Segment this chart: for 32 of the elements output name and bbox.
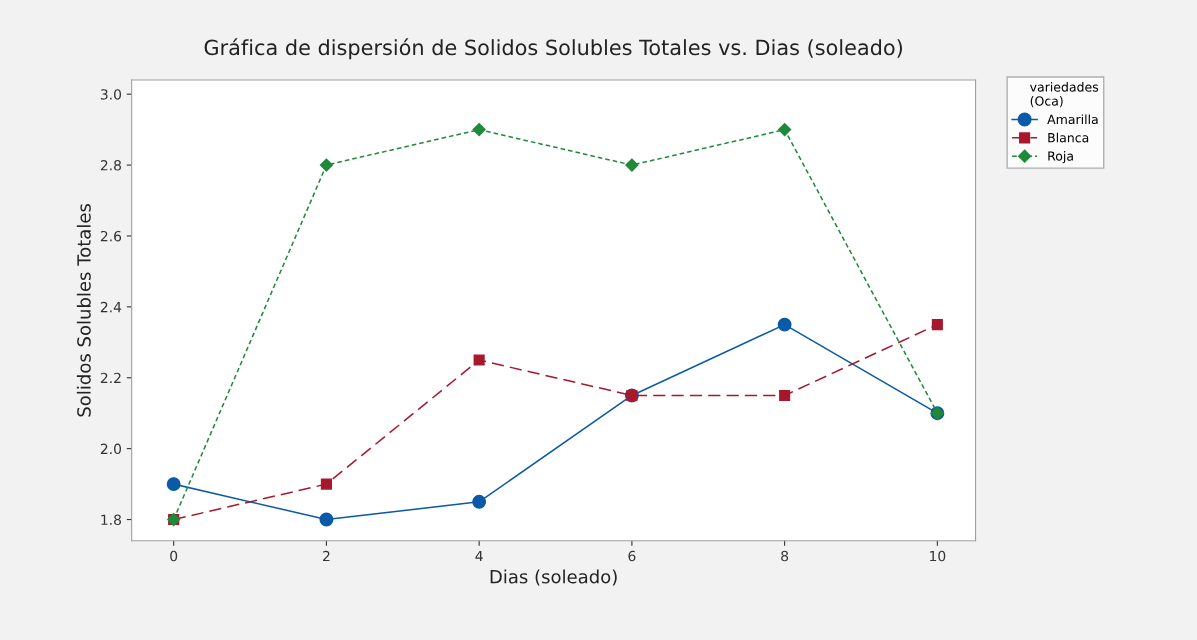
y-axis-title: Solidos Solubles Totales — [76, 203, 91, 417]
x-tick-label: 0 — [170, 550, 178, 562]
y-tick-label: 3.0 — [100, 89, 122, 100]
point — [625, 158, 639, 172]
y-tick-label: 2.2 — [100, 372, 121, 384]
point — [779, 389, 791, 402]
chart-title: Gráfica de dispersión de Solidos Solubles Totales vs. Dias (soleado) — [204, 38, 902, 60]
point — [472, 123, 486, 137]
legend-label: Blanca — [1048, 132, 1089, 143]
y-tick-label: 2.6 — [100, 230, 122, 242]
legend-label: Amarilla — [1047, 114, 1098, 125]
point — [777, 317, 792, 332]
point — [166, 477, 181, 492]
point — [320, 478, 332, 490]
x-tick-label: 10 — [930, 550, 946, 562]
point — [319, 512, 334, 527]
x-axis-title: Dias (soleado) — [490, 569, 617, 586]
point — [931, 319, 943, 331]
x-tick-label: 4 — [475, 550, 483, 562]
y-tick-label: 1.8 — [101, 514, 121, 526]
point — [472, 494, 487, 509]
legend-title: variedades (Oca) — [1030, 82, 1099, 108]
point — [778, 123, 792, 137]
y-tick-label: 2.8 — [100, 160, 121, 171]
point — [473, 354, 485, 366]
point — [319, 158, 334, 172]
x-tick-label: 8 — [781, 550, 789, 562]
legend-label: Roja — [1048, 151, 1073, 164]
x-tick-label: 6 — [628, 550, 636, 562]
y-tick-label: 2.0 — [100, 443, 122, 455]
y-tick-label: 2.4 — [100, 301, 122, 313]
x-tick-label: 2 — [323, 550, 330, 562]
